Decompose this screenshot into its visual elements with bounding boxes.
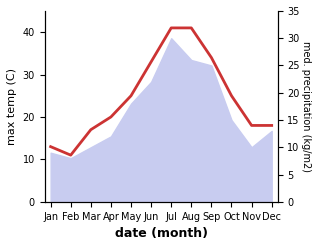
Y-axis label: max temp (C): max temp (C) (7, 68, 17, 145)
Y-axis label: med. precipitation (kg/m2): med. precipitation (kg/m2) (301, 41, 311, 172)
X-axis label: date (month): date (month) (115, 227, 208, 240)
